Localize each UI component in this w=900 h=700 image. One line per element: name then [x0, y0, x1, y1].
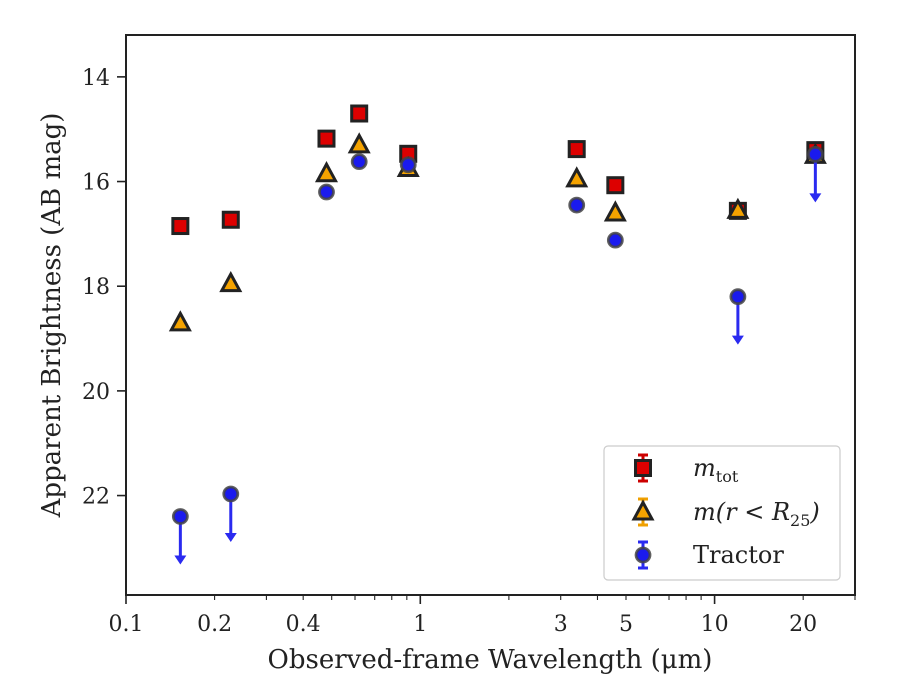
- x-tick-label: 0.4: [286, 612, 321, 637]
- y-axis-label: Apparent Brightness (AB mag): [37, 113, 67, 519]
- legend: mtot m(r < R25) Tractor: [603, 445, 841, 581]
- x-tick-label: 20: [789, 612, 817, 637]
- data-marks: [168, 104, 827, 565]
- upper-limit-arrowhead: [731, 335, 744, 345]
- upper-limit-arrowhead: [224, 532, 237, 542]
- data-point-circle: [568, 196, 586, 214]
- data-point-triangle: [347, 132, 371, 154]
- data-point-circle: [399, 156, 417, 174]
- data-point-square: [567, 140, 586, 159]
- data-point-triangle: [603, 200, 627, 222]
- legend-marker-square: [634, 459, 652, 477]
- legend-marker-triangle: [631, 499, 655, 521]
- data-point-circle: [222, 485, 240, 503]
- y-tick-label: 20: [82, 380, 110, 405]
- data-point-circle: [171, 508, 189, 525]
- x-tick-label: 5: [619, 612, 633, 637]
- data-point-circle: [729, 288, 747, 306]
- legend-marker-circle: [634, 546, 652, 564]
- x-axis: 0.1 0.2 0.4 1 3 5 10 20: [109, 595, 856, 637]
- data-point-triangle: [565, 166, 589, 188]
- data-point-circle: [806, 145, 824, 163]
- data-point-circle: [318, 183, 335, 201]
- data-point-triangle: [168, 310, 192, 332]
- data-point-square: [221, 210, 240, 229]
- data-point-triangle: [219, 270, 243, 293]
- y-axis: 14 16 18 20 22: [82, 66, 126, 510]
- data-point-triangle: [726, 197, 750, 219]
- y-tick-label: 14: [82, 66, 110, 91]
- data-point-square: [317, 129, 336, 148]
- y-tick-label: 22: [82, 485, 110, 510]
- data-point-square: [350, 104, 369, 123]
- upper-limit-arrowhead: [174, 555, 187, 565]
- x-tick-label: 1: [413, 612, 427, 637]
- legend-box: [603, 445, 841, 581]
- y-tick-label: 16: [82, 171, 110, 196]
- y-tick-label: 18: [82, 275, 110, 300]
- data-point-triangle: [314, 161, 339, 183]
- legend-label: Tractor: [693, 541, 784, 569]
- upper-limit-arrowhead: [809, 193, 822, 203]
- data-point-square: [606, 176, 625, 195]
- x-tick-label: 3: [554, 612, 568, 637]
- plot-frame: [125, 34, 856, 596]
- legend-label: m(r < R25): [693, 498, 820, 530]
- x-axis-label: Observed-frame Wavelength (μm): [268, 645, 713, 675]
- data-point-circle: [350, 153, 368, 171]
- legend-label: mtot: [693, 454, 739, 486]
- series-circle: [171, 145, 824, 565]
- data-point-circle: [606, 231, 624, 249]
- x-tick-label: 0.1: [109, 612, 144, 637]
- x-tick-label: 0.2: [197, 612, 232, 637]
- x-tick-label: 10: [701, 612, 729, 637]
- data-point-square: [171, 217, 190, 236]
